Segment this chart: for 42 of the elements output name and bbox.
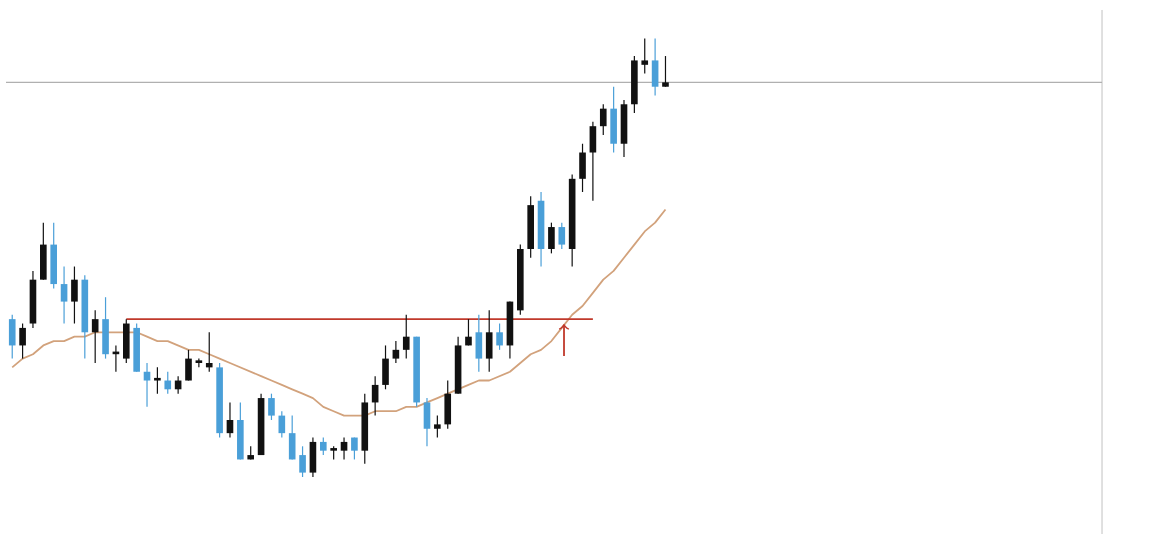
candlestick xyxy=(50,222,58,290)
candlestick xyxy=(392,340,400,364)
candlestick xyxy=(133,322,140,373)
candlestick xyxy=(651,37,659,97)
candlestick xyxy=(309,436,317,478)
candlestick xyxy=(579,143,586,193)
candlestick xyxy=(548,222,555,254)
candlestick xyxy=(496,322,503,351)
candlestick xyxy=(226,401,234,439)
candlestick xyxy=(662,55,669,88)
candlestick xyxy=(60,265,68,325)
candlestick xyxy=(382,344,389,390)
candlestick xyxy=(620,99,628,158)
candlestick xyxy=(91,309,99,364)
candlestick xyxy=(589,121,597,202)
candlestick xyxy=(205,331,213,373)
candlestick xyxy=(475,314,483,373)
candlestick xyxy=(558,222,566,250)
candlestick xyxy=(485,309,493,373)
candlestick xyxy=(102,296,109,360)
candlestick xyxy=(402,314,410,360)
candlestick xyxy=(164,371,172,395)
candlestick xyxy=(29,270,37,329)
candlestick xyxy=(423,397,431,447)
candlestick xyxy=(40,222,47,281)
candlestick xyxy=(340,436,348,461)
candlestick xyxy=(599,103,607,136)
candlestick xyxy=(143,362,151,408)
candlestick xyxy=(610,86,617,154)
candlestick xyxy=(465,318,472,347)
candlestick xyxy=(71,265,78,325)
candlestick xyxy=(8,314,16,360)
candlestick xyxy=(444,379,452,430)
candlestick xyxy=(154,366,161,395)
candlestick xyxy=(19,322,26,360)
candlestick xyxy=(237,401,244,461)
candlestick xyxy=(195,358,203,368)
candlestick xyxy=(434,415,441,439)
candlestick xyxy=(527,195,534,259)
candlestick xyxy=(122,318,130,364)
candlestick xyxy=(268,393,275,421)
candlestick xyxy=(185,349,192,382)
